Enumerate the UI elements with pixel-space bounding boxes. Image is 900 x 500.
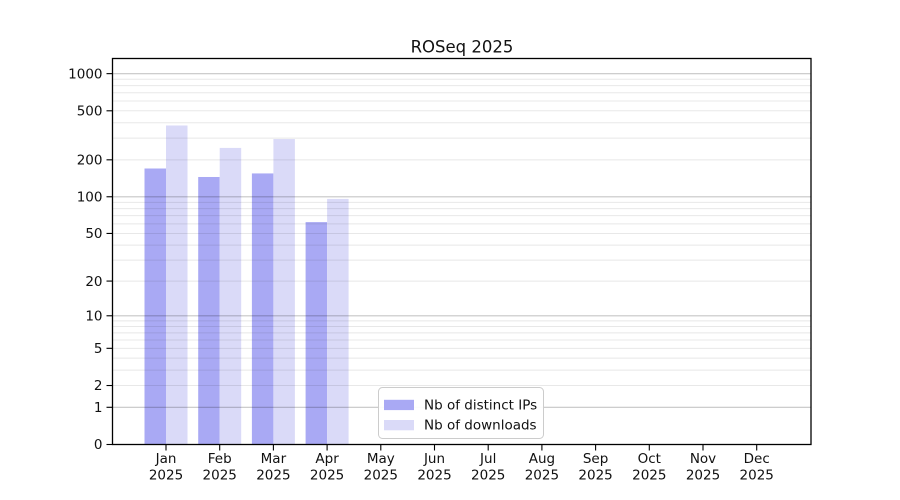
legend: Nb of distinct IPs Nb of downloads (378, 387, 544, 439)
y-tick-label-1000: 1000 (68, 66, 102, 82)
x-tick-label-month-oct: Oct (638, 451, 661, 467)
bar-mar-downloads (273, 139, 295, 445)
x-tick-label-year-nov: 2025 (686, 468, 720, 484)
y-tick-label-50: 50 (85, 226, 102, 242)
y-tick-label-200: 200 (77, 153, 103, 169)
legend-swatch-ips (384, 399, 414, 411)
x-tick-label-year-oct: 2025 (632, 468, 666, 484)
x-tick-label-year-jan: 2025 (149, 468, 183, 484)
x-tick-label-year-feb: 2025 (203, 468, 237, 484)
x-tick-label-year-sep: 2025 (578, 468, 612, 484)
y-tick-label-0: 0 (94, 437, 103, 453)
x-tick-label-year-jul: 2025 (471, 468, 505, 484)
x-tick-label-month-nov: Nov (690, 451, 716, 467)
y-tick-label-10: 10 (85, 308, 102, 324)
bar-jan-ips (144, 168, 166, 445)
y-tick-label-20: 20 (85, 274, 102, 290)
legend-frame (378, 387, 544, 439)
y-tick-label-5: 5 (94, 341, 103, 357)
x-tick-label-year-jun: 2025 (417, 468, 451, 484)
x-tick-label-year-dec: 2025 (740, 468, 774, 484)
x-tick-label-month-sep: Sep (583, 451, 608, 467)
x-tick-label-month-dec: Dec (744, 451, 770, 467)
x-tick-label-year-may: 2025 (364, 468, 398, 484)
x-tick-label-month-mar: Mar (261, 451, 287, 467)
x-tick-label-year-mar: 2025 (256, 468, 290, 484)
axes-layer: 01251020501002005001000Jan2025Feb2025Mar… (68, 57, 812, 484)
x-tick-label-month-may: May (367, 451, 395, 467)
legend-label-ips: Nb of distinct IPs (424, 397, 537, 413)
bar-jan-downloads (166, 125, 188, 445)
x-tick-label-year-apr: 2025 (310, 468, 344, 484)
x-tick-label-month-jan: Jan (155, 451, 177, 467)
plot-frame (111, 57, 812, 446)
bar-mar-ips (251, 173, 274, 445)
x-tick-label-year-aug: 2025 (525, 468, 559, 484)
y-tick-label-500: 500 (77, 104, 103, 120)
x-tick-label-month-jun: Jun (423, 451, 445, 467)
bar-feb-ips (198, 176, 220, 445)
grid-layer (112, 73, 811, 408)
x-tick-label-month-jul: Jul (479, 451, 496, 467)
x-tick-label-month-feb: Feb (208, 451, 232, 467)
bar-feb-downloads (219, 147, 242, 445)
legend-swatch-downloads (384, 420, 414, 431)
x-tick-label-month-apr: Apr (315, 451, 339, 467)
bars-layer (144, 125, 349, 445)
x-tick-label-month-aug: Aug (529, 451, 555, 467)
y-tick-label-2: 2 (94, 378, 103, 394)
y-tick-label-100: 100 (77, 189, 103, 205)
chart-title: ROSeq 2025 (411, 38, 514, 57)
legend-label-downloads: Nb of downloads (424, 418, 537, 434)
y-tick-label-1: 1 (94, 400, 103, 416)
